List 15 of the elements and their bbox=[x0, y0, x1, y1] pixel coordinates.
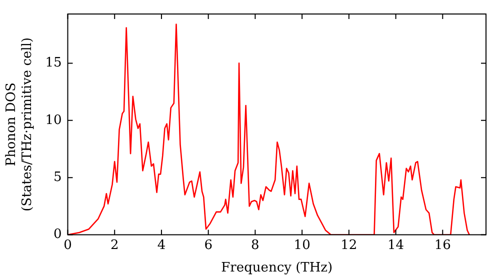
y-tick-label: 0 bbox=[53, 227, 62, 242]
x-tick-label: 8 bbox=[251, 238, 260, 253]
x-tick-label: 2 bbox=[110, 238, 119, 253]
x-tick-label: 16 bbox=[434, 238, 451, 253]
x-tick-label: 6 bbox=[204, 238, 212, 253]
y-axis-title: Phonon DOS (States/THz·primitive cell) bbox=[4, 37, 35, 212]
y-tick-label: 10 bbox=[45, 112, 62, 128]
x-tick-label: 14 bbox=[388, 238, 404, 253]
x-tick-label: 0 bbox=[64, 238, 72, 253]
y-tick-label: 5 bbox=[53, 170, 62, 185]
x-tick-label: 12 bbox=[340, 238, 358, 253]
x-tick-label: 4 bbox=[157, 238, 166, 253]
x-tick-label: 10 bbox=[294, 238, 310, 253]
x-axis-title: Frequency (THz) bbox=[221, 260, 333, 276]
y-tick-label: 15 bbox=[45, 56, 62, 71]
